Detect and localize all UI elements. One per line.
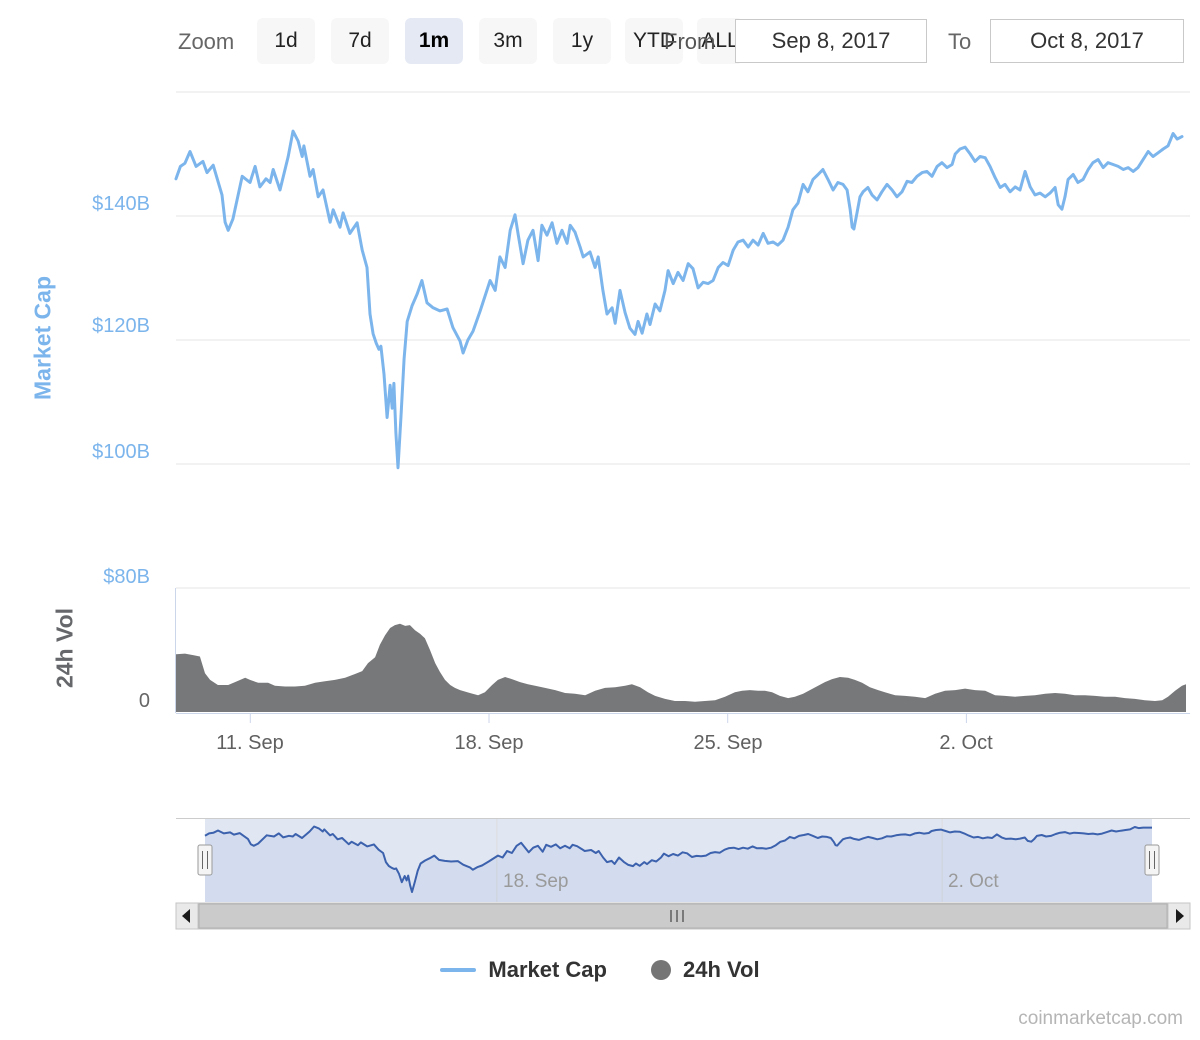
navigator-handle-left[interactable] — [197, 844, 213, 876]
market-cap-series-line[interactable] — [174, 129, 1184, 470]
legend: Market Cap 24h Vol — [0, 957, 1200, 983]
legend-item-market-cap[interactable]: Market Cap — [440, 957, 607, 983]
y-axis-label-80b: $80B — [103, 566, 150, 588]
market-cap-line-swatch-icon — [440, 968, 477, 972]
x-axis-label-25-sep: 25. Sep — [693, 732, 763, 754]
legend-label-market-cap: Market Cap — [488, 957, 607, 982]
navigator-mask[interactable] — [205, 819, 1152, 902]
market-cap-axis-title: Market Cap — [29, 276, 56, 400]
zoom-button-1d[interactable]: 1d — [257, 18, 315, 64]
scrollbar-right-arrow-icon — [1176, 909, 1184, 923]
legend-item-24h-vol[interactable]: 24h Vol — [650, 957, 760, 983]
volume-axis-label-0: 0 — [138, 690, 150, 712]
x-axis-label-2-oct: 2. Oct — [939, 732, 993, 754]
navigator-handle-right[interactable] — [1144, 844, 1160, 876]
volume-axis-title: 24h Vol — [51, 607, 78, 689]
y-axis-label-120b: $120B — [92, 315, 150, 337]
from-label: From — [664, 29, 716, 54]
navigator-label-18-sep: 18. Sep — [503, 871, 569, 892]
zoom-button-3m[interactable]: 3m — [479, 18, 537, 64]
navigator-label-2-oct: 2. Oct — [948, 871, 999, 892]
y-axis-label-140b: $140B — [92, 193, 150, 215]
zoom-button-1m[interactable]: 1m — [405, 18, 463, 64]
volume-series-area[interactable] — [176, 623, 1186, 712]
zoom-button-ytd[interactable]: YTD — [625, 18, 683, 64]
navigator-series-area — [205, 826, 1152, 902]
x-axis-label-18-sep: 18. Sep — [454, 732, 524, 754]
legend-label-24h-vol: 24h Vol — [682, 957, 760, 982]
x-axis-label-11-sep: 11. Sep — [216, 732, 284, 754]
zoom-label: Zoom — [178, 29, 235, 54]
navigator-series-line — [204, 825, 1152, 893]
zoom-button-7d[interactable]: 7d — [331, 18, 389, 64]
from-date-input[interactable] — [735, 19, 927, 63]
to-date-input[interactable] — [990, 19, 1184, 63]
watermark: coinmarketcap.com — [1018, 1008, 1183, 1029]
to-label: To — [948, 29, 972, 54]
scrollbar-left-arrow-icon — [182, 909, 190, 923]
volume-circle-swatch-icon — [650, 960, 671, 980]
y-axis-label-100b: $100B — [92, 441, 150, 463]
zoom-button-1y[interactable]: 1y — [553, 18, 611, 64]
